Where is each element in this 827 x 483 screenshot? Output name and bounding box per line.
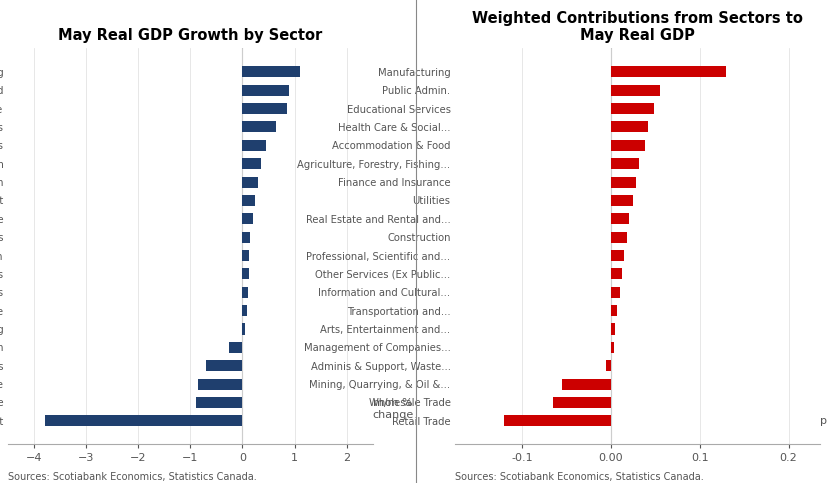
Bar [242, 85, 289, 96]
Bar [610, 213, 628, 224]
Bar [242, 121, 276, 132]
Bar [610, 324, 614, 335]
Bar [605, 360, 610, 371]
Text: ppts: ppts [819, 415, 827, 426]
Bar [242, 103, 286, 114]
Bar [610, 232, 626, 242]
Bar [552, 397, 610, 408]
Bar [242, 176, 258, 187]
Bar [242, 66, 299, 77]
Bar [610, 103, 653, 114]
Bar [198, 379, 242, 390]
Bar [242, 195, 256, 206]
Bar [45, 415, 242, 426]
Bar [610, 121, 648, 132]
Bar [610, 176, 635, 187]
Bar [242, 324, 245, 335]
Text: Sources: Scotiabank Economics, Statistics Canada.: Sources: Scotiabank Economics, Statistic… [8, 472, 256, 482]
Bar [242, 158, 261, 169]
Bar [242, 305, 246, 316]
Bar [610, 250, 624, 261]
Bar [206, 360, 242, 371]
Bar [195, 397, 242, 408]
Title: May Real GDP Growth by Sector: May Real GDP Growth by Sector [58, 28, 323, 43]
Bar [562, 379, 610, 390]
Bar [610, 85, 659, 96]
Bar [242, 250, 249, 261]
Bar [610, 140, 644, 151]
Bar [610, 66, 725, 77]
Text: m/m %
change: m/m % change [372, 398, 414, 420]
Bar [610, 195, 633, 206]
Bar [242, 269, 248, 279]
Bar [229, 342, 242, 353]
Bar [242, 140, 265, 151]
Text: Sources: Scotiabank Economics, Statistics Canada.: Sources: Scotiabank Economics, Statistic… [455, 472, 703, 482]
Bar [610, 305, 616, 316]
Bar [242, 232, 250, 242]
Bar [242, 213, 252, 224]
Bar [610, 342, 613, 353]
Bar [610, 269, 621, 279]
Bar [610, 158, 638, 169]
Title: Weighted Contributions from Sectors to
May Real GDP: Weighted Contributions from Sectors to M… [471, 11, 802, 43]
Bar [610, 287, 619, 298]
Bar [242, 287, 247, 298]
Bar [504, 415, 610, 426]
